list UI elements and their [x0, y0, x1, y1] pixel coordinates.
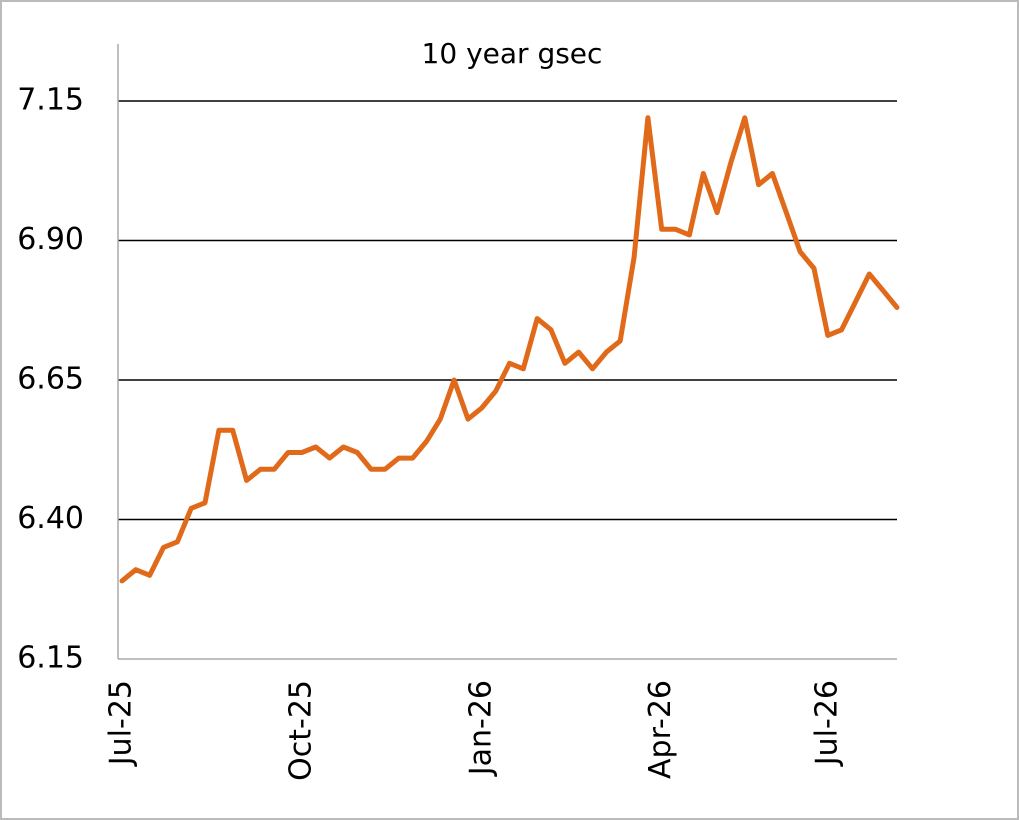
y-tick-label: 6.15 — [17, 641, 84, 676]
line-series — [119, 115, 900, 584]
x-tick-label: Apr-26 — [643, 680, 678, 779]
y-tick-label: 7.15 — [17, 83, 84, 118]
x-tick-label: Jan-26 — [463, 680, 498, 777]
y-tick-label: 6.90 — [17, 222, 84, 257]
chart-title: 10 year gsec — [422, 37, 603, 70]
x-tick-label: Jul-25 — [104, 680, 139, 767]
y-tick-label: 6.40 — [17, 501, 84, 536]
x-tick-label: Oct-25 — [283, 680, 318, 781]
x-tick-label: Jul-26 — [809, 680, 844, 767]
y-tick-label: 6.65 — [17, 362, 84, 397]
